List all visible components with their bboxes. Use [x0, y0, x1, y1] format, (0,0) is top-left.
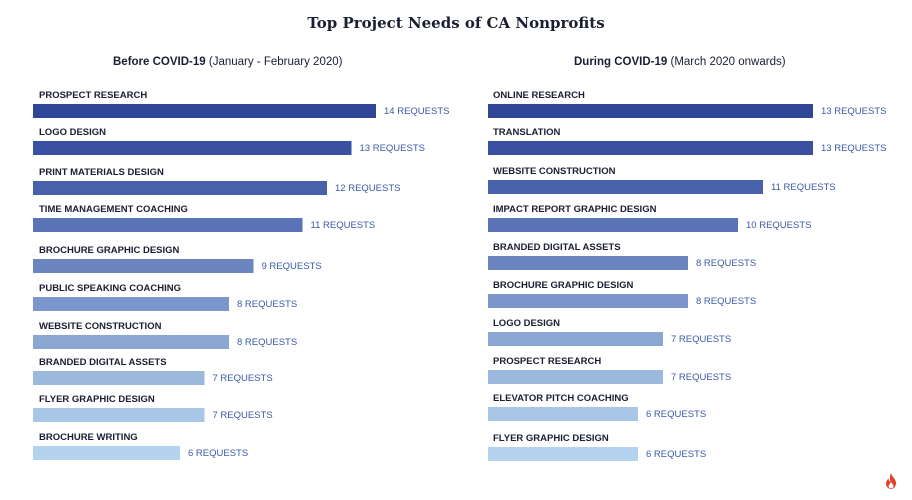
bar	[488, 447, 638, 461]
value-label: 12 REQUESTS	[335, 183, 400, 194]
value-label: 6 REQUESTS	[646, 449, 706, 460]
category-label: BROCHURE WRITING	[39, 432, 138, 443]
left-bar-chart: PROSPECT RESEARCH 14 REQUESTS LOGO DESIGN 1…	[33, 90, 449, 460]
bar	[488, 141, 813, 155]
category-label: PROSPECT RESEARCH	[493, 356, 601, 367]
category-label: PRINT MATERIALS DESIGN	[39, 167, 164, 178]
left-panel-subheading: (January - February 2020)	[208, 56, 343, 68]
value-label: 14 REQUESTS	[384, 106, 449, 117]
value-label: 8 REQUESTS	[237, 299, 297, 310]
category-label: BRANDED DIGITAL ASSETS	[39, 357, 167, 368]
value-label: 13 REQUESTS	[360, 143, 425, 154]
category-label: TIME MANAGEMENT COACHING	[39, 204, 188, 215]
value-label: 7 REQUESTS	[671, 334, 731, 345]
category-label: PUBLIC SPEAKING COACHING	[39, 283, 181, 294]
left-panel-title: Before COVID-19 (January - February 2020…	[113, 56, 342, 68]
chart-title: Top Project Needs of CA Nonprofits	[307, 14, 605, 32]
category-label: ELEVATOR PITCH COACHING	[493, 393, 629, 404]
category-label: IMPACT REPORT GRAPHIC DESIGN	[493, 204, 657, 215]
bar	[33, 141, 352, 155]
category-label: BROCHURE GRAPHIC DESIGN	[493, 280, 634, 291]
value-label: 8 REQUESTS	[696, 296, 756, 307]
value-label: 7 REQUESTS	[671, 372, 731, 383]
bar	[488, 218, 738, 232]
category-label: LOGO DESIGN	[39, 127, 106, 138]
bar	[33, 335, 229, 349]
bar	[488, 332, 663, 346]
bar	[488, 407, 638, 421]
value-label: 8 REQUESTS	[237, 337, 297, 348]
category-label: TRANSLATION	[493, 127, 561, 138]
value-label: 6 REQUESTS	[646, 409, 706, 420]
bar	[488, 294, 688, 308]
category-label: PROSPECT RESEARCH	[39, 90, 147, 101]
bar	[488, 370, 663, 384]
bar	[33, 259, 254, 273]
value-label: 11 REQUESTS	[771, 182, 836, 193]
category-label: LOGO DESIGN	[493, 318, 560, 329]
right-panel-title: During COVID-19 (March 2020 onwards)	[574, 56, 786, 68]
flame-icon	[886, 473, 896, 489]
value-label: 8 REQUESTS	[696, 258, 756, 269]
category-label: ONLINE RESEARCH	[493, 90, 585, 101]
bar	[33, 218, 303, 232]
category-label: BROCHURE GRAPHIC DESIGN	[39, 245, 180, 256]
bar	[488, 180, 763, 194]
category-label: FLYER GRAPHIC DESIGN	[39, 394, 155, 405]
category-label: FLYER GRAPHIC DESIGN	[493, 433, 609, 444]
right-bar-chart: ONLINE RESEARCH 13 REQUESTS TRANSLATION 13 …	[488, 90, 886, 461]
bar	[33, 104, 376, 118]
bar	[33, 181, 327, 195]
bar	[33, 408, 205, 422]
value-label: 6 REQUESTS	[188, 448, 248, 459]
bar	[488, 104, 813, 118]
bar	[33, 446, 180, 460]
category-label: BRANDED DIGITAL ASSETS	[493, 242, 621, 253]
right-panel-heading: During COVID-19	[574, 56, 668, 68]
bar	[33, 371, 205, 385]
category-label: WEBSITE CONSTRUCTION	[39, 321, 162, 332]
right-panel-subheading: (March 2020 onwards)	[670, 56, 786, 68]
bar	[33, 297, 229, 311]
category-label: WEBSITE CONSTRUCTION	[493, 166, 616, 177]
bar	[488, 256, 688, 270]
value-label: 13 REQUESTS	[821, 106, 886, 117]
value-label: 10 REQUESTS	[746, 220, 811, 231]
value-label: 11 REQUESTS	[311, 220, 376, 231]
left-panel-heading: Before COVID-19	[113, 56, 206, 68]
value-label: 7 REQUESTS	[213, 410, 273, 421]
value-label: 7 REQUESTS	[213, 373, 273, 384]
value-label: 9 REQUESTS	[262, 261, 322, 272]
value-label: 13 REQUESTS	[821, 143, 886, 154]
